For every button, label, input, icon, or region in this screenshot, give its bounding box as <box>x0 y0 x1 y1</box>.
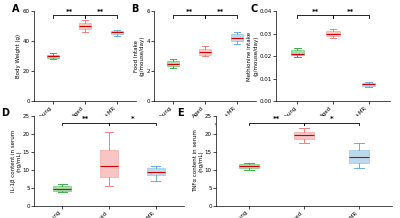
Text: **: ** <box>347 9 354 15</box>
Text: *: * <box>330 116 333 122</box>
Text: *: * <box>131 116 134 122</box>
PathPatch shape <box>53 186 71 191</box>
Text: B: B <box>132 4 139 14</box>
Text: E: E <box>177 108 184 118</box>
PathPatch shape <box>167 61 179 66</box>
Y-axis label: Food Intake
(g/mouse/day): Food Intake (g/mouse/day) <box>134 36 145 76</box>
Text: **: ** <box>186 9 193 15</box>
Text: **: ** <box>66 9 73 15</box>
Y-axis label: Body Weight (g): Body Weight (g) <box>16 34 22 78</box>
PathPatch shape <box>326 31 340 36</box>
Text: **: ** <box>273 116 280 122</box>
PathPatch shape <box>291 51 304 55</box>
Text: **: ** <box>82 116 89 122</box>
Text: D: D <box>1 108 9 118</box>
Y-axis label: IL-1β content in serum
(ng/mL): IL-1β content in serum (ng/mL) <box>11 130 22 192</box>
PathPatch shape <box>111 31 123 34</box>
PathPatch shape <box>362 83 375 85</box>
PathPatch shape <box>147 168 165 175</box>
PathPatch shape <box>348 150 370 163</box>
Y-axis label: Methionine intake
(g/mouse/day): Methionine intake (g/mouse/day) <box>247 32 258 81</box>
PathPatch shape <box>238 164 260 168</box>
PathPatch shape <box>47 55 59 58</box>
Text: A: A <box>12 4 19 14</box>
Text: **: ** <box>312 9 319 15</box>
PathPatch shape <box>294 132 314 139</box>
Text: **: ** <box>97 9 104 15</box>
PathPatch shape <box>199 49 211 55</box>
Text: C: C <box>251 4 258 14</box>
Y-axis label: TNFα content in serum
(ng/mL): TNFα content in serum (ng/mL) <box>193 129 204 192</box>
PathPatch shape <box>231 34 243 41</box>
PathPatch shape <box>79 23 91 29</box>
Text: **: ** <box>217 9 224 15</box>
PathPatch shape <box>100 150 118 177</box>
